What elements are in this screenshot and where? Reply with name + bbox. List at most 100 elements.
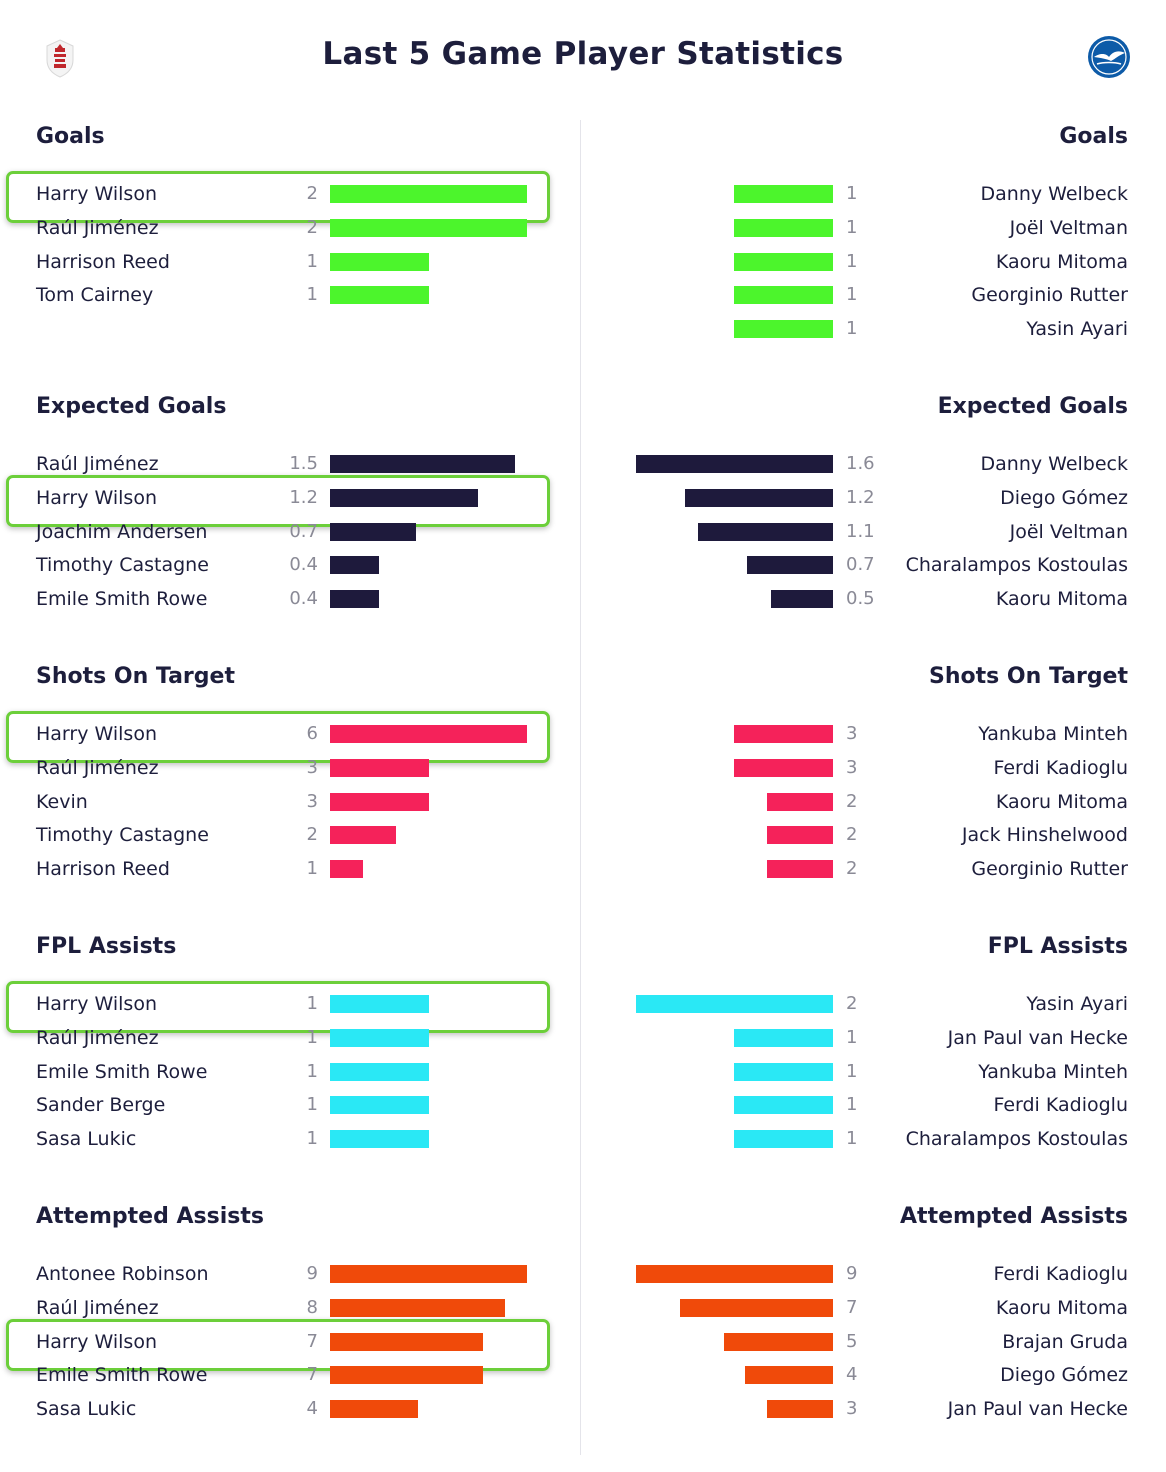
stat-value-label: 0.7 [846, 554, 875, 576]
player-name: Diego Gómez [1000, 1364, 1128, 1387]
section-heading-left: Goals [36, 124, 105, 149]
stat-value-label: 1 [306, 1128, 318, 1150]
player-name: Sasa Lukic [36, 1398, 137, 1421]
player-name: Raúl Jiménez [36, 1296, 159, 1319]
player-name: Antonee Robinson [36, 1263, 209, 1285]
left-player-row: Emile Smith Rowe 1 [0, 1060, 580, 1084]
stat-bar [330, 1366, 483, 1385]
stat-value-label: 1 [846, 1128, 858, 1150]
right-player-row: Ferdi Kadioglu 3 [580, 756, 1166, 780]
player-name: Kaoru Mitoma [995, 250, 1128, 273]
fulham-crest-icon [46, 39, 74, 78]
player-name: Raúl Jiménez [36, 453, 159, 475]
stat-value-label: 7 [846, 1296, 858, 1318]
right-player-row: Ferdi Kadioglu 9 [580, 1262, 1166, 1286]
stat-bar [636, 1265, 833, 1283]
player-name: Harrison Reed [36, 858, 170, 881]
left-player-row: Sander Berge 1 [0, 1093, 580, 1117]
stat-bar [330, 826, 396, 845]
center-divider [580, 120, 581, 1455]
stat-bar [636, 455, 833, 473]
player-name: Emile Smith Rowe [36, 1364, 208, 1387]
player-name: Kevin [36, 790, 88, 813]
stat-value-label: 2 [846, 790, 858, 812]
stat-value-label: 3 [306, 790, 318, 812]
player-name: Charalampos Kostoulas [905, 554, 1128, 577]
left-player-row: Sasa Lukic 1 [0, 1127, 580, 1151]
stat-bar [330, 860, 363, 879]
stat-bar [734, 185, 833, 203]
stat-bar [680, 1298, 833, 1317]
left-player-row: Raúl Jiménez 8 [0, 1296, 580, 1320]
section-heading-left: FPL Assists [36, 934, 177, 959]
stat-value-label: 7 [306, 1364, 318, 1386]
player-name: Raúl Jiménez [36, 756, 159, 779]
stat-bar [330, 1028, 429, 1047]
left-player-row: Raúl Jiménez 3 [0, 756, 580, 780]
player-name: Danny Welbeck [980, 183, 1128, 205]
player-name: Jan Paul van Hecke [947, 1398, 1128, 1421]
stat-bar [330, 1096, 429, 1115]
right-player-row: Georginio Rutter 1 [580, 283, 1166, 307]
stat-bar [767, 860, 833, 879]
stat-section: Shots On Target Shots On Target Harry Wils… [0, 662, 1166, 932]
stat-value-label: 3 [846, 756, 858, 778]
highlight-box [6, 171, 550, 223]
player-name: Tom Cairney [36, 284, 154, 307]
right-player-row: Jack Hinshelwood 2 [580, 823, 1166, 847]
player-name: Raúl Jiménez [36, 216, 159, 239]
left-player-row: Tom Cairney 1 [0, 283, 580, 307]
stat-bar [330, 286, 429, 305]
player-name: Sasa Lukic [36, 1128, 137, 1151]
section-heading-right: FPL Assists [987, 934, 1128, 959]
player-name: Jan Paul van Hecke [947, 1026, 1128, 1049]
stat-value-label: 1 [846, 216, 858, 238]
stat-bar [636, 995, 833, 1013]
right-player-row: Kaoru Mitoma 0.5 [580, 587, 1166, 611]
stat-value-label: 2 [306, 824, 318, 846]
left-player-row: Timothy Castagne 0.4 [0, 553, 580, 577]
left-player-row: Antonee Robinson 9 [0, 1262, 580, 1286]
right-player-row: Kaoru Mitoma 1 [580, 250, 1166, 274]
right-player-row: Kaoru Mitoma 7 [580, 1296, 1166, 1320]
left-player-row: Harry Wilson 1 [0, 992, 580, 1016]
stat-bar [734, 1062, 833, 1081]
right-player-row: Yankuba Minteh 1 [580, 1060, 1166, 1084]
stat-value-label: 1.1 [846, 520, 875, 542]
player-name: Harry Wilson [36, 993, 157, 1015]
stat-section: Goals Goals Harry Wilson 2 Raúl Jiménez 2 Harr… [0, 122, 1166, 392]
stat-value-label: 2 [306, 216, 318, 238]
stat-value-label: 1.2 [846, 486, 875, 508]
highlight-box [6, 1318, 550, 1371]
player-name: Brajan Gruda [1002, 1330, 1128, 1353]
right-player-row: Yankuba Minteh 3 [580, 722, 1166, 746]
stat-bar [745, 1366, 833, 1385]
stat-value-label: 1 [846, 250, 858, 272]
stat-value-label: 2 [846, 993, 858, 1014]
right-player-row: Kaoru Mitoma 2 [580, 790, 1166, 814]
stat-bar [734, 758, 833, 777]
stat-value-label: 7 [306, 1330, 318, 1352]
stat-bar [734, 320, 833, 339]
stat-value-label: 1.5 [289, 453, 318, 474]
stat-bar [330, 1400, 418, 1419]
player-name: Joël Veltman [1009, 216, 1128, 239]
stat-value-label: 9 [846, 1263, 858, 1284]
stat-bar [767, 1400, 833, 1419]
stat-value-label: 3 [846, 723, 858, 744]
stat-value-label: 2 [846, 824, 858, 846]
stat-bar [330, 488, 478, 507]
stat-value-label: 0.7 [289, 520, 318, 542]
section-heading-right: Shots On Target [929, 664, 1128, 689]
stat-section: Attempted Assists Attempted Assists Antone… [0, 1202, 1166, 1472]
left-player-row: Harry Wilson 7 [0, 1330, 580, 1354]
stat-bar [767, 792, 833, 811]
stat-bar [734, 1096, 833, 1115]
stat-bar [330, 792, 429, 811]
stat-value-label: 1 [306, 1094, 318, 1116]
highlight-box [6, 474, 550, 527]
player-name: Harry Wilson [36, 1330, 157, 1353]
stat-bar [734, 286, 833, 305]
stat-value-label: 8 [306, 1296, 318, 1318]
stat-bar [685, 488, 833, 507]
